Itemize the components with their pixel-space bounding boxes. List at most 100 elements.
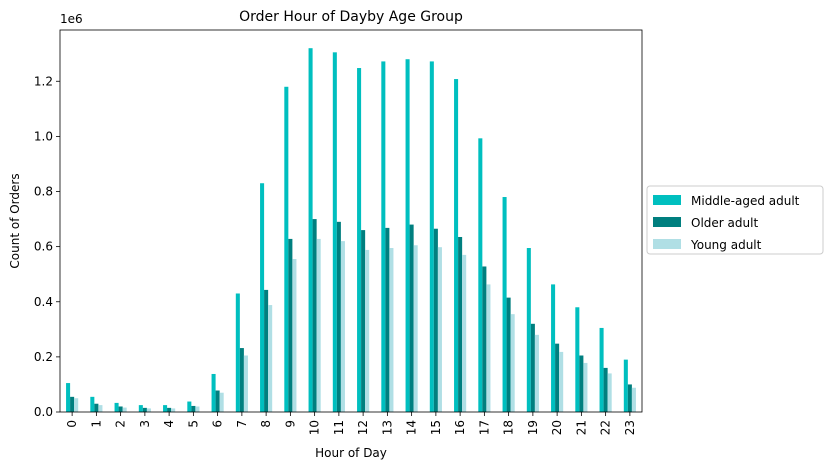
bar-young-adult-hour-14 [413,245,418,412]
x-tick-label: 23 [623,420,637,435]
bar-middle-aged-adult-hour-21 [575,307,580,412]
x-tick-label: 8 [259,420,273,428]
bar-older-adult-hour-22 [603,367,608,412]
legend-swatch-young-adult [653,239,681,249]
bar-middle-aged-adult-hour-17 [478,138,483,412]
bar-young-adult-hour-16 [462,254,467,412]
bar-young-adult-hour-15 [437,247,442,412]
chart-title: Order Hour of Dayby Age Group [239,9,463,25]
bar-young-adult-hour-13 [389,248,394,412]
legend: Middle-aged adult Older adult Young adult [646,185,824,255]
y-tick-label: 1.0 [34,129,53,143]
bar-middle-aged-adult-hour-20 [551,284,556,412]
bar-middle-aged-adult-hour-2 [114,402,119,412]
bar-older-adult-hour-6 [215,390,220,412]
bar-older-adult-hour-5 [191,405,196,412]
y-tick-label: 0.0 [34,405,53,419]
bar-older-adult-hour-10 [312,219,317,412]
bar-middle-aged-adult-hour-7 [235,293,240,412]
bar-young-adult-hour-2 [122,407,127,412]
bar-middle-aged-adult-hour-22 [599,327,604,412]
bar-older-adult-hour-0 [70,396,75,412]
bar-young-adult-hour-4 [171,408,176,412]
x-tick-label: 16 [453,420,467,435]
bar-young-adult-hour-1 [98,405,103,412]
bar-middle-aged-adult-hour-12 [357,68,362,412]
x-tick-label: 3 [138,420,152,428]
bar-young-adult-hour-5 [195,406,200,412]
y-tick-label: 0.4 [34,295,53,309]
bar-older-adult-hour-8 [264,289,269,412]
legend-label-middle-aged-adult: Middle-aged adult [691,194,800,208]
x-tick-label: 10 [308,420,322,435]
bar-older-adult-hour-11 [336,221,341,412]
bar-middle-aged-adult-hour-0 [66,383,71,412]
bar-older-adult-hour-2 [118,406,123,412]
x-tick-label: 2 [114,420,128,428]
bar-older-adult-hour-17 [482,266,487,412]
bars-group [66,48,636,413]
bar-older-adult-hour-23 [627,384,632,412]
x-tick-label: 15 [429,420,443,435]
bar-middle-aged-adult-hour-11 [332,52,337,412]
legend-swatch-older-adult [653,217,681,227]
y-tick-label: 1.2 [34,74,53,88]
y-tick-label: 0.8 [34,185,53,199]
bar-older-adult-hour-14 [409,224,414,412]
bar-older-adult-hour-9 [288,238,293,412]
legend-swatch-middle-aged-adult [653,195,681,205]
bar-young-adult-hour-18 [510,314,515,412]
bar-young-adult-hour-10 [316,238,321,412]
bar-young-adult-hour-23 [631,387,636,412]
bar-middle-aged-adult-hour-9 [284,86,289,412]
x-tick-label: 22 [599,420,613,435]
x-tick-label: 18 [502,420,516,435]
bar-older-adult-hour-13 [385,227,390,412]
bar-middle-aged-adult-hour-15 [429,61,434,413]
y-axis-offset-label: 1e6 [60,12,83,26]
x-tick-label: 14 [405,420,419,435]
x-tick-label: 5 [186,420,200,428]
bar-older-adult-hour-18 [506,297,511,412]
bar-older-adult-hour-19 [530,323,535,412]
bar-older-adult-hour-7 [239,348,244,412]
bar-older-adult-hour-3 [142,407,147,412]
x-tick-label: 7 [235,420,249,428]
x-axis: 0 1 2 3 4 5 6 7 8 9 10 11 12 13 14 15 16 17 18 19 20 21 22 23 [65,412,637,435]
bar-older-adult-hour-4 [167,407,172,412]
y-tick-label: 0.2 [34,350,53,364]
bar-middle-aged-adult-hour-14 [405,59,410,412]
x-tick-label: 19 [526,420,540,435]
x-axis-label: Hour of Day [315,446,387,460]
bar-young-adult-hour-7 [243,355,248,412]
bar-older-adult-hour-16 [458,236,463,412]
bar-young-adult-hour-11 [340,241,345,412]
bar-young-adult-hour-9 [292,259,297,412]
bar-young-adult-hour-19 [534,334,539,412]
bar-older-adult-hour-12 [361,230,366,412]
bar-middle-aged-adult-hour-19 [526,248,531,412]
bar-middle-aged-adult-hour-5 [187,401,192,412]
bar-young-adult-hour-3 [146,408,151,412]
bar-older-adult-hour-1 [94,403,99,412]
y-axis: 0.0 0.2 0.4 0.6 0.8 1.0 1.2 [34,74,60,419]
bar-young-adult-hour-17 [486,284,491,412]
bar-young-adult-hour-20 [559,351,564,412]
bar-middle-aged-adult-hour-23 [623,359,628,412]
legend-box [646,185,824,255]
x-tick-label: 13 [380,420,394,435]
x-tick-label: 17 [477,420,491,435]
legend-label-young-adult: Young adult [690,238,762,252]
bar-young-adult-hour-21 [583,362,588,412]
x-tick-label: 4 [162,420,176,428]
y-tick-label: 0.6 [34,240,53,254]
x-tick-label: 21 [574,420,588,435]
x-tick-label: 0 [65,420,79,428]
bar-older-adult-hour-21 [579,355,584,412]
x-tick-label: 6 [211,420,225,428]
x-tick-label: 1 [89,420,103,428]
bar-young-adult-hour-8 [268,305,273,412]
x-tick-label: 12 [356,420,370,435]
x-tick-label: 20 [550,420,564,435]
